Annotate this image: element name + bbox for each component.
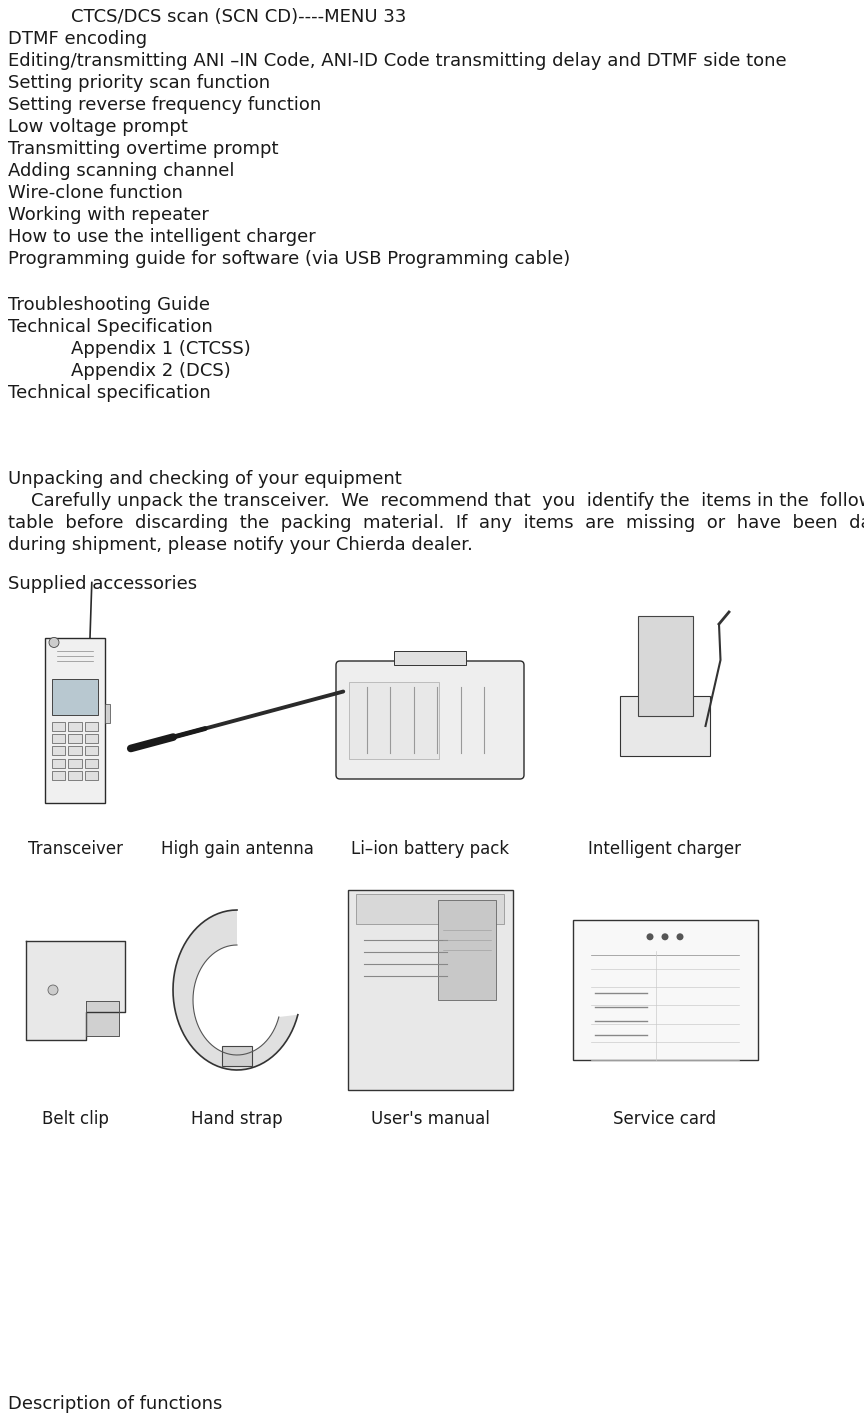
Text: How to use the intelligent charger: How to use the intelligent charger [8, 228, 315, 247]
Bar [52, 758, 66, 768]
Text: Programming guide for software (via USB Programming cable): Programming guide for software (via USB … [8, 249, 570, 268]
Bar [68, 747, 81, 755]
Bar [52, 747, 66, 755]
Bar [52, 734, 66, 743]
FancyBboxPatch shape [336, 660, 524, 779]
Text: CTCS/DCS scan (SCN CD)----MENU 33: CTCS/DCS scan (SCN CD)----MENU 33 [48, 9, 406, 26]
Text: DTMF encoding: DTMF encoding [8, 30, 147, 48]
Bar [68, 734, 81, 743]
Polygon shape [26, 941, 124, 1040]
Bar [52, 771, 66, 781]
Bar [85, 758, 98, 768]
Text: Setting priority scan function: Setting priority scan function [8, 74, 270, 92]
Text: during shipment, please notify your Chierda dealer.: during shipment, please notify your Chie… [8, 536, 473, 554]
Bar [52, 679, 98, 716]
Text: Transmitting overtime prompt: Transmitting overtime prompt [8, 140, 278, 159]
Text: Li–ion battery pack: Li–ion battery pack [351, 840, 509, 859]
Bar [52, 721, 66, 731]
Bar [68, 771, 81, 781]
Circle shape [48, 985, 58, 995]
Text: Adding scanning channel: Adding scanning channel [8, 162, 234, 180]
Text: Service card: Service card [613, 1110, 716, 1128]
Text: Technical Specification: Technical Specification [8, 317, 213, 336]
Text: table  before  discarding  the  packing  material.  If  any  items  are  missing: table before discarding the packing mate… [8, 514, 864, 531]
Text: High gain antenna: High gain antenna [161, 840, 314, 859]
Text: User's manual: User's manual [371, 1110, 489, 1128]
Text: Appendix 2 (DCS): Appendix 2 (DCS) [48, 361, 231, 380]
Text: Working with repeater: Working with repeater [8, 205, 209, 224]
Bar [68, 758, 81, 768]
Bar [68, 721, 81, 731]
Polygon shape [173, 910, 298, 1070]
Text: Belt clip: Belt clip [41, 1110, 109, 1128]
Text: Technical specification: Technical specification [8, 384, 211, 402]
Bar [45, 638, 105, 802]
Bar [573, 920, 758, 1060]
Text: Appendix 1 (CTCSS): Appendix 1 (CTCSS) [48, 340, 251, 359]
Bar [222, 1046, 252, 1066]
Text: Setting reverse frequency function: Setting reverse frequency function [8, 96, 321, 113]
Bar [349, 682, 439, 758]
Bar [620, 696, 710, 757]
Circle shape [49, 638, 59, 648]
Bar [85, 734, 98, 743]
Bar [105, 703, 110, 723]
Bar [85, 747, 98, 755]
Bar [347, 890, 512, 1090]
Circle shape [677, 934, 683, 941]
Text: Intelligent charger: Intelligent charger [588, 840, 741, 859]
Text: Supplied accessories: Supplied accessories [8, 575, 197, 592]
Text: Editing/transmitting ANI –IN Code, ANI-ID Code transmitting delay and DTMF side : Editing/transmitting ANI –IN Code, ANI-I… [8, 52, 786, 69]
Text: Transceiver: Transceiver [28, 840, 123, 859]
Text: Troubleshooting Guide: Troubleshooting Guide [8, 296, 210, 315]
Circle shape [662, 934, 669, 941]
Bar [356, 894, 505, 924]
Text: Hand strap: Hand strap [191, 1110, 283, 1128]
Bar [638, 616, 693, 716]
Text: Carefully unpack the transceiver.  We  recommend that  you  identify the  items : Carefully unpack the transceiver. We rec… [8, 492, 864, 510]
Text: Description of functions: Description of functions [8, 1394, 222, 1413]
Polygon shape [86, 1000, 119, 1036]
Bar [394, 650, 466, 665]
Text: Wire-clone function: Wire-clone function [8, 184, 183, 203]
Circle shape [646, 934, 653, 941]
Text: Unpacking and checking of your equipment: Unpacking and checking of your equipment [8, 470, 402, 487]
Text: Low voltage prompt: Low voltage prompt [8, 118, 187, 136]
Bar [85, 721, 98, 731]
Bar [438, 900, 496, 1000]
Bar [85, 771, 98, 781]
